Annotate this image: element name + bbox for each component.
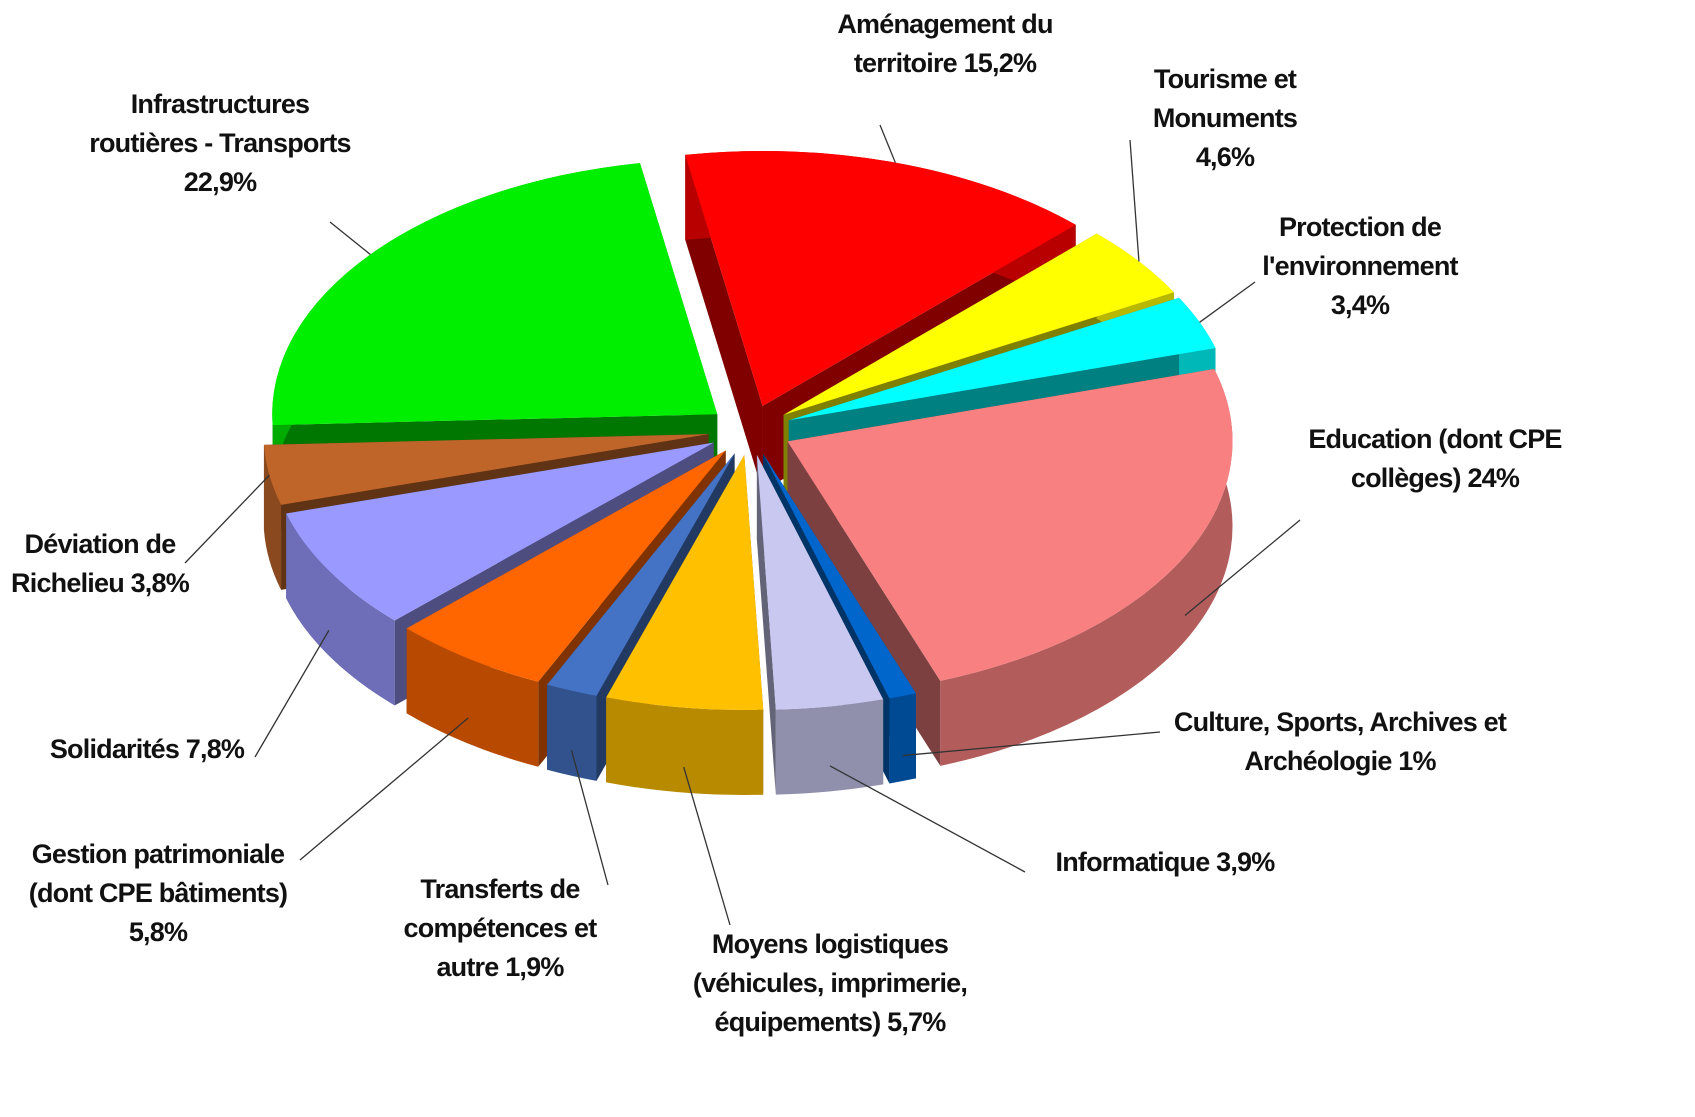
- category-label: Gestion patrimoniale (dont CPE bâtiments…: [28, 839, 288, 908]
- slice: [788, 297, 1216, 421]
- leader-line: [299, 717, 469, 861]
- leader-line: [329, 221, 371, 256]
- data-label: Gestion patrimoniale (dont CPE bâtiments…: [8, 835, 308, 952]
- category-label: Culture, Sports, Archives et Archéologie: [1173, 707, 1507, 776]
- leader-line: [1129, 139, 1140, 262]
- leader-line: [902, 731, 1161, 757]
- leader-line: [184, 474, 270, 564]
- slice-side: [756, 454, 776, 795]
- category-label: Transferts de compétences et autre: [403, 874, 598, 982]
- category-label: Aménagement du territoire: [837, 9, 1053, 78]
- leader-line: [879, 124, 896, 163]
- data-label: Protection de l'environnement 3,4%: [1230, 208, 1490, 325]
- leader-line: [683, 766, 731, 926]
- value-label: 7,8%: [185, 734, 245, 764]
- leader-line: [570, 750, 609, 886]
- leader-line: [254, 629, 330, 758]
- data-label: Solidarités 7,8%: [17, 730, 277, 769]
- category-label: Education (dont CPE collèges): [1308, 424, 1562, 493]
- leader-line: [1184, 519, 1301, 616]
- slice: [783, 233, 1174, 415]
- slice: [685, 150, 1076, 406]
- slice: [606, 454, 764, 710]
- slice-wall: [775, 699, 884, 795]
- slice: [547, 453, 735, 696]
- data-label: Transferts de compétences et autre 1,9%: [385, 870, 615, 987]
- value-label: 22,9%: [183, 167, 257, 197]
- data-label: Education (dont CPE collèges) 24%: [1295, 420, 1575, 498]
- category-label: Moyens logistiques (véhicules, imprimeri…: [692, 929, 968, 1037]
- value-label: 24%: [1467, 463, 1520, 493]
- value-label: 5,7%: [887, 1007, 946, 1037]
- category-label: Déviation de Richelieu: [11, 529, 176, 598]
- slice-wall: [286, 513, 395, 706]
- data-label: Déviation de Richelieu 3,8%: [5, 525, 195, 603]
- slice: [272, 163, 718, 426]
- value-label: 15,2%: [963, 48, 1037, 78]
- slice-wall: [263, 444, 282, 590]
- category-label: Infrastructures routières - Transports: [89, 89, 351, 158]
- slice-wall: [547, 684, 597, 781]
- leader-line: [829, 765, 1026, 873]
- value-label: 1,9%: [505, 952, 564, 982]
- data-label: Tourisme et Monuments 4,6%: [1125, 60, 1325, 177]
- value-label: 3,9%: [1216, 847, 1275, 877]
- slice: [763, 453, 916, 699]
- data-label: Moyens logistiques (véhicules, imprimeri…: [680, 925, 980, 1042]
- slice: [286, 442, 714, 621]
- category-label: Solidarités: [49, 734, 180, 764]
- value-label: 4,6%: [1195, 142, 1255, 172]
- slice: [406, 450, 726, 682]
- category-label: Protection de l'environnement: [1262, 212, 1458, 281]
- slice-wall: [606, 697, 764, 795]
- leader-line: [1199, 281, 1256, 323]
- value-label: 3,4%: [1330, 290, 1390, 320]
- slice-side: [685, 154, 763, 491]
- slice: [756, 454, 884, 710]
- data-label: Infrastructures routières - Transports 2…: [80, 85, 360, 202]
- value-label: 1%: [1398, 746, 1436, 776]
- category-label: Informatique: [1055, 847, 1211, 877]
- data-label: Aménagement du territoire 15,2%: [825, 5, 1065, 83]
- value-label: 3,8%: [130, 568, 190, 598]
- slice: [263, 434, 709, 505]
- category-label: Tourisme et Monuments: [1152, 64, 1298, 133]
- data-label: Informatique 3,9%: [1015, 843, 1315, 882]
- data-label: Culture, Sports, Archives et Archéologie…: [1160, 703, 1520, 781]
- slice-wall: [940, 368, 1233, 766]
- slice-wall: [889, 693, 916, 784]
- slice-wall: [406, 628, 539, 767]
- value-label: 5,8%: [128, 917, 188, 947]
- slice: [787, 368, 1233, 681]
